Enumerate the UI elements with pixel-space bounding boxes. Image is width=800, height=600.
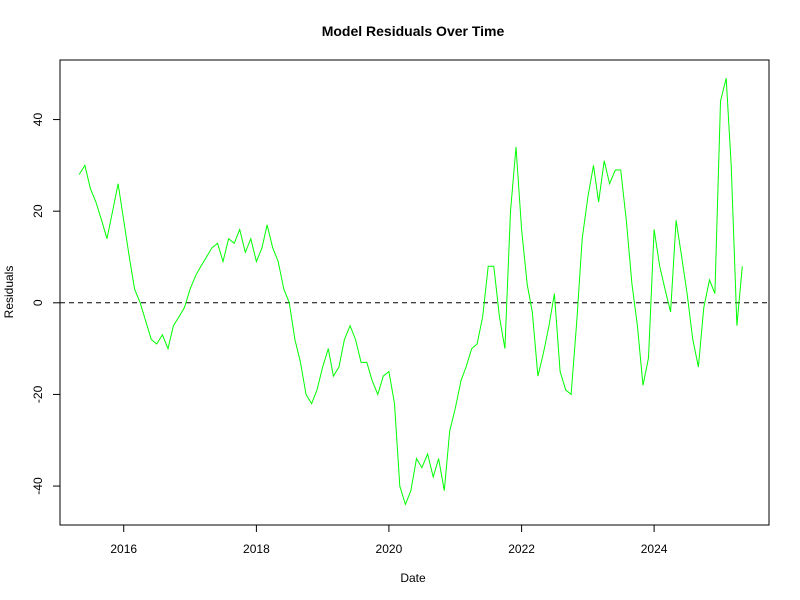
y-tick-label: 40 [31,113,45,127]
x-tick-label: 2022 [508,542,535,556]
chart-title: Model Residuals Over Time [322,23,505,39]
plot-frame [59,59,770,526]
y-axis: -40 -20 0 20 40 [31,113,60,495]
y-tick-label: 0 [31,299,45,306]
x-tick-label: 2016 [110,542,137,556]
x-axis-label: Date [400,571,426,585]
residual-series-line [78,78,743,506]
x-tick-label: 2020 [376,542,403,556]
x-tick-label: 2024 [641,542,668,556]
y-tick-label: -20 [31,385,45,403]
y-tick-label: -40 [31,477,45,495]
x-tick-label: 2018 [243,542,270,556]
y-tick-label: 20 [31,204,45,218]
x-axis: 2016 2018 2020 2022 2024 [110,525,668,556]
y-axis-label: Residuals [2,266,16,319]
